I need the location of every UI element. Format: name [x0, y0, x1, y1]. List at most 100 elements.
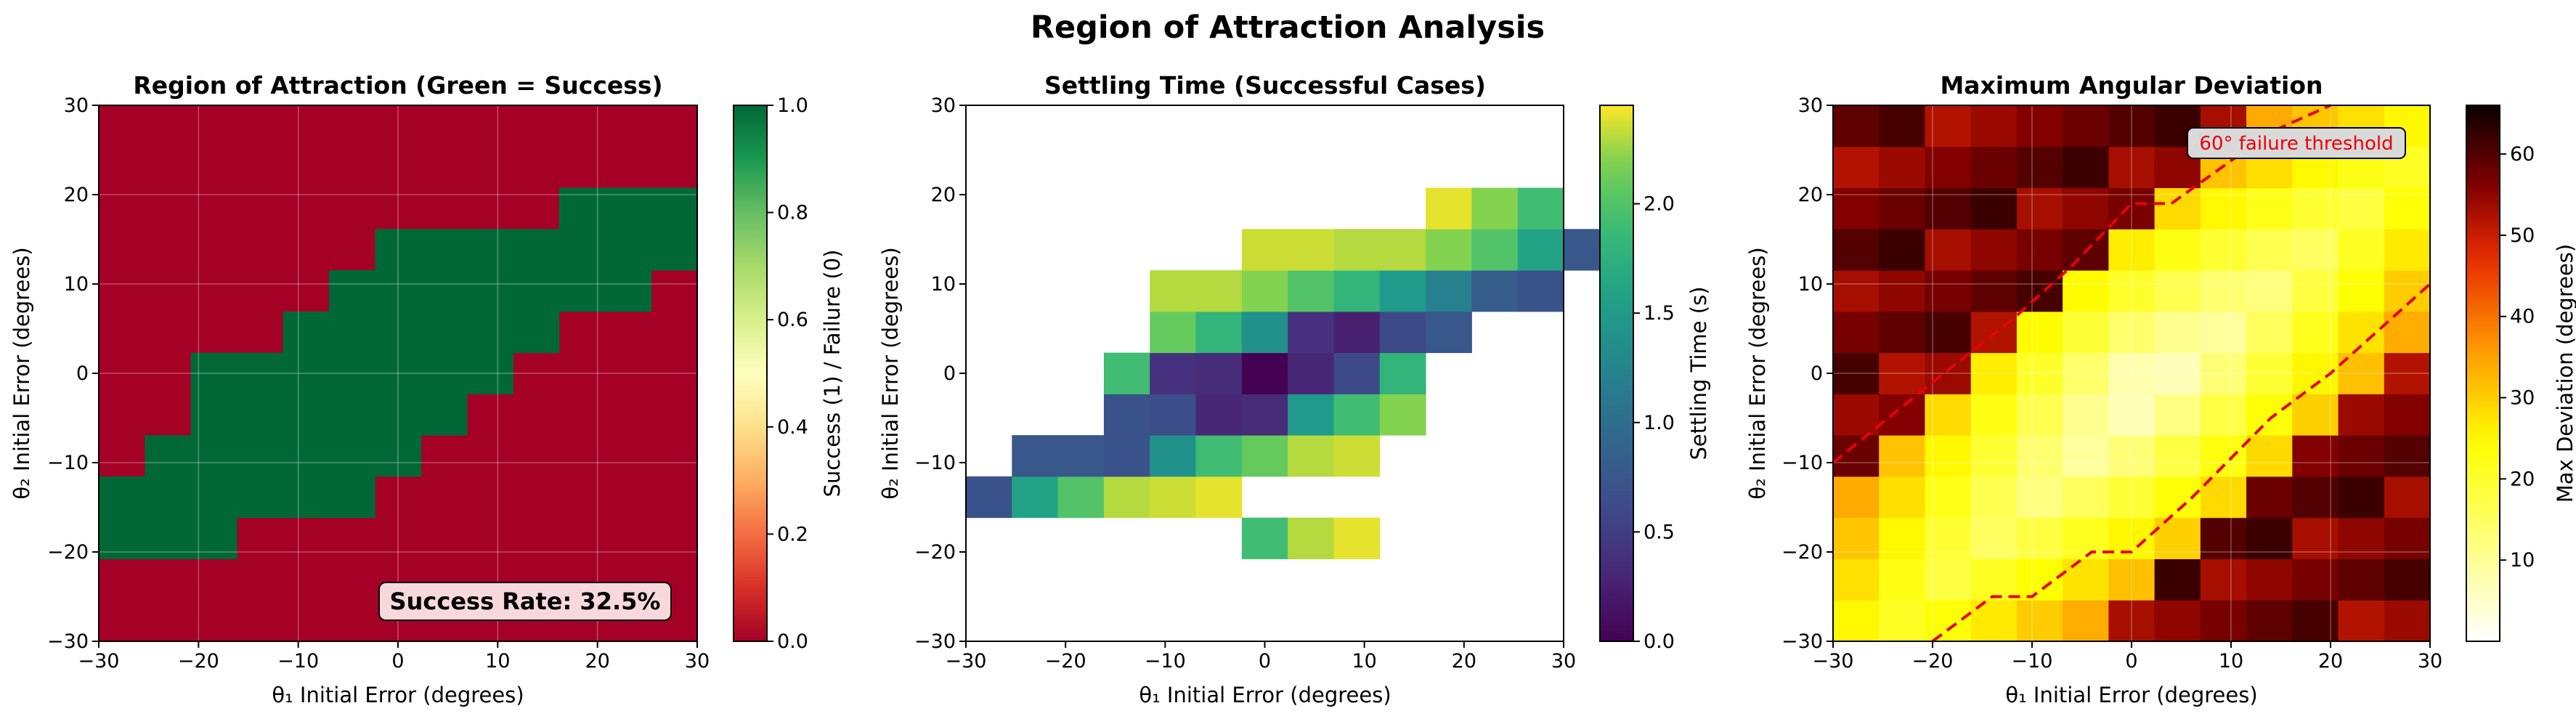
deviation-cell [1833, 311, 1880, 354]
settling-cell [1288, 394, 1334, 436]
deviation-cell [2108, 435, 2156, 477]
deviation-cell [2200, 394, 2247, 436]
x-tick-label: 0 [2125, 650, 2137, 673]
settling-cell [1195, 270, 1243, 312]
x-tick-label: −10 [277, 650, 319, 673]
deviation-cell [2154, 352, 2201, 394]
colorbar-tick-label: 40 [2510, 306, 2535, 328]
deviation-cell [2200, 600, 2247, 642]
deviation-cell [2338, 270, 2385, 312]
deviation-cell [1970, 270, 2018, 312]
deviation-cell [2292, 517, 2339, 559]
success-cells [375, 229, 698, 271]
settling-cell [1241, 435, 1288, 477]
deviation-cell [1833, 146, 1880, 189]
contour-label-text: 60° failure threshold [2199, 133, 2393, 155]
deviation-cell [2063, 600, 2109, 642]
deviation-cell [2246, 558, 2293, 601]
y-tick-label: −10 [914, 452, 956, 474]
deviation-cell [1925, 270, 1972, 312]
deviation-cell [1970, 229, 2018, 271]
deviation-cell [2108, 229, 2156, 271]
settling-cell [1333, 270, 1381, 312]
deviation-cell [1925, 558, 1972, 601]
deviation-cell [1833, 476, 1880, 519]
contour-label: 60° failure threshold [2187, 127, 2406, 159]
colorbar-tick-label: 0.2 [777, 523, 808, 545]
deviation-cell [2154, 600, 2201, 642]
deviation-cell [1925, 600, 1972, 642]
deviation-cell [2338, 600, 2385, 642]
deviation-cell [2016, 146, 2063, 189]
settling-cell [1103, 476, 1150, 519]
deviation-cell [2292, 187, 2339, 229]
deviation-cell [1925, 394, 1972, 436]
settling-cell [1150, 270, 1197, 312]
x-tick-label: −10 [1145, 650, 1186, 673]
success-cells [145, 435, 422, 477]
deviation-cell [2016, 558, 2063, 601]
deviation-cell [1833, 270, 1880, 312]
settling-cell [1333, 517, 1381, 559]
deviation-cell [2246, 394, 2293, 436]
x-tick-label: 30 [1551, 650, 1576, 673]
settling-cell [1288, 311, 1334, 354]
settling-cell [1288, 229, 1334, 271]
y-tick-label: 20 [1798, 184, 1823, 206]
deviation-cell [1970, 352, 2018, 394]
settling-cell [1517, 270, 1564, 312]
y-tick-label: −30 [914, 630, 956, 653]
deviation-cell [2338, 558, 2385, 601]
deviation-cell [2063, 105, 2109, 147]
deviation-cell [2108, 394, 2156, 436]
y-tick-label: −10 [47, 452, 89, 474]
settling-cell [1241, 311, 1288, 354]
settling-cell [1241, 352, 1288, 394]
y-tick-label: −20 [1781, 541, 1823, 564]
settling-cell [1150, 435, 1197, 477]
settling-cell [1426, 229, 1472, 271]
y-tick-label: 30 [931, 94, 956, 117]
panel-settling-time: Settling Time (Successful Cases) −30 −20−… [878, 71, 1711, 707]
deviation-cell [2246, 270, 2293, 312]
settling-cell [1241, 229, 1288, 271]
deviation-cell [2063, 311, 2109, 354]
deviation-cell [2200, 435, 2247, 477]
colorbar-tick-label: 1.0 [1643, 412, 1675, 434]
colorbar-tick-label: 2.0 [1643, 193, 1675, 216]
success-cells [190, 394, 468, 436]
deviation-cell [2154, 270, 2201, 312]
x-tick-label: 10 [2219, 650, 2243, 673]
deviation-cell [2154, 517, 2201, 559]
settling-cell [1379, 394, 1426, 436]
settling-cell [1195, 311, 1243, 354]
colorbar-tick-label: 0.8 [777, 202, 808, 224]
settling-cell [1103, 352, 1150, 394]
settling-cell [1471, 270, 1519, 312]
deviation-cell [2384, 229, 2431, 271]
deviation-cell [2063, 146, 2109, 189]
y-tick-label: 20 [64, 184, 89, 206]
deviation-cell [2246, 311, 2293, 354]
settling-cell [1195, 476, 1243, 519]
deviation-cell [2016, 229, 2063, 271]
settling-cell [1517, 229, 1564, 271]
deviation-cell [1970, 517, 2018, 559]
panel-max-angular-deviation: Maximum Angular Deviation 60° failure th… [1745, 71, 2576, 707]
settling-cell [1150, 394, 1197, 436]
deviation-cell [2246, 187, 2293, 229]
colorbar-tick-label: 60 [2510, 143, 2535, 166]
deviation-cell [1970, 476, 2018, 519]
x-tick-label: 10 [1352, 650, 1376, 673]
deviation-cell [1833, 394, 1880, 436]
deviation-cell [1879, 476, 1925, 519]
settling-cell [1471, 187, 1519, 229]
deviation-cell [1925, 187, 1972, 229]
settling-cell [1333, 394, 1381, 436]
deviation-cell [2108, 600, 2156, 642]
deviation-cell [1879, 600, 1925, 642]
deviation-cell [2384, 558, 2431, 601]
deviation-cell [2246, 229, 2293, 271]
colorbar-tick-label: 0.0 [777, 630, 808, 653]
x-tick-label: −10 [2012, 650, 2053, 673]
